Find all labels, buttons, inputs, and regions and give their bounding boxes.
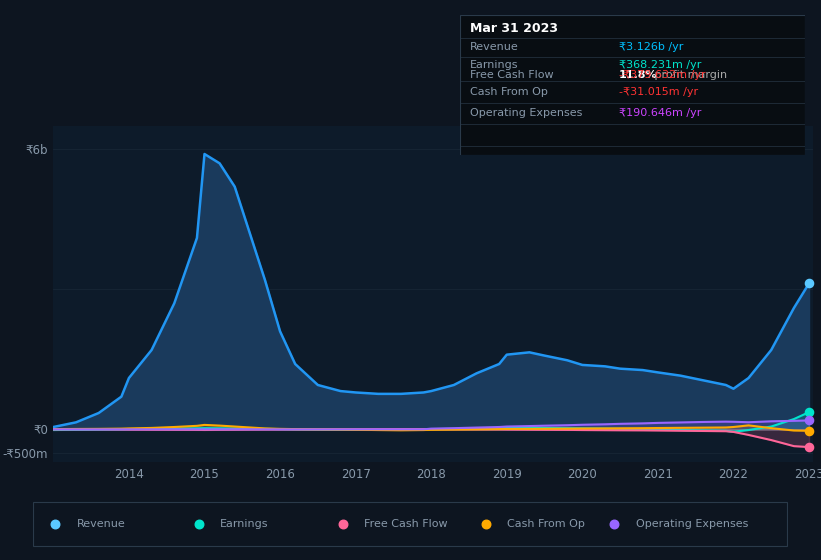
Point bbox=[802, 408, 815, 417]
Text: -₹31.015m /yr: -₹31.015m /yr bbox=[619, 87, 698, 96]
Point bbox=[479, 519, 493, 528]
Text: ₹368.231m /yr: ₹368.231m /yr bbox=[619, 60, 701, 69]
Text: Earnings: Earnings bbox=[220, 519, 268, 529]
Text: ₹190.646m /yr: ₹190.646m /yr bbox=[619, 108, 701, 118]
Text: Cash From Op: Cash From Op bbox=[507, 519, 585, 529]
FancyBboxPatch shape bbox=[33, 502, 787, 547]
Text: ₹3.126b /yr: ₹3.126b /yr bbox=[619, 43, 683, 53]
Text: Operating Expenses: Operating Expenses bbox=[635, 519, 748, 529]
Text: Revenue: Revenue bbox=[76, 519, 126, 529]
Point bbox=[192, 519, 205, 528]
Point bbox=[49, 519, 62, 528]
Point bbox=[336, 519, 349, 528]
Point bbox=[608, 519, 621, 528]
Text: Free Cash Flow: Free Cash Flow bbox=[470, 69, 554, 80]
Text: Earnings: Earnings bbox=[470, 60, 519, 69]
Text: Free Cash Flow: Free Cash Flow bbox=[364, 519, 447, 529]
Text: Mar 31 2023: Mar 31 2023 bbox=[470, 22, 558, 35]
Point bbox=[802, 279, 815, 288]
Point bbox=[802, 426, 815, 435]
Text: Operating Expenses: Operating Expenses bbox=[470, 108, 583, 118]
FancyBboxPatch shape bbox=[460, 15, 805, 155]
Point bbox=[802, 416, 815, 425]
Text: profit margin: profit margin bbox=[652, 70, 727, 80]
Text: Cash From Op: Cash From Op bbox=[470, 87, 548, 96]
Text: 11.8%: 11.8% bbox=[619, 70, 658, 80]
Text: -₹379.632m /yr: -₹379.632m /yr bbox=[619, 69, 705, 80]
Point bbox=[802, 442, 815, 451]
Text: Revenue: Revenue bbox=[470, 43, 519, 53]
